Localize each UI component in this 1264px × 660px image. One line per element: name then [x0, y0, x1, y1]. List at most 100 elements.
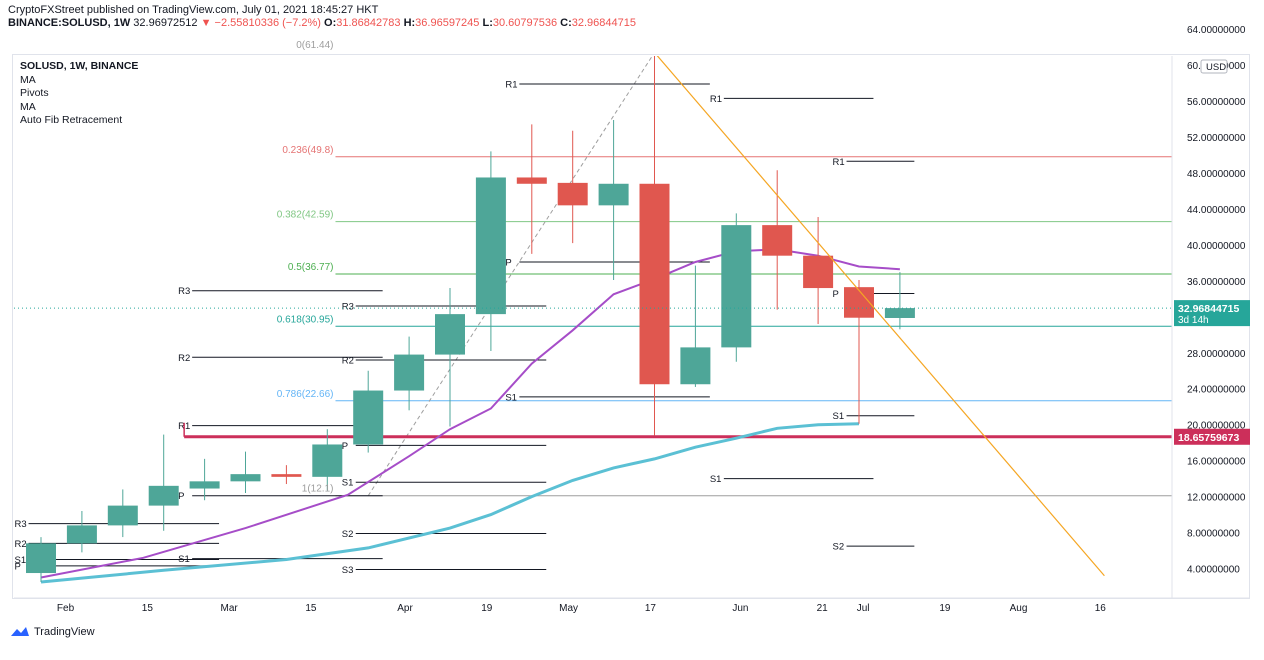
last-price-tag	[1174, 300, 1250, 327]
pivot-label: P	[505, 257, 511, 268]
legend-ma-1[interactable]: MA	[20, 73, 36, 86]
candle-body	[475, 177, 506, 315]
x-tick-label: 17	[645, 603, 657, 614]
pivot-label: S1	[505, 392, 517, 403]
y-tick-label: 12.00000000	[1187, 493, 1246, 504]
candle-body	[516, 177, 547, 184]
y-tick-label: 20.00000000	[1187, 421, 1246, 432]
y-tick-label: 56.00000000	[1187, 97, 1246, 108]
pivot-label: R1	[833, 157, 845, 168]
currency-button-label: USD	[1206, 62, 1226, 73]
low-label: L:	[482, 17, 493, 29]
y-tick-label: 40.00000000	[1187, 241, 1246, 252]
candle-body	[435, 314, 465, 355]
candle-body	[762, 225, 793, 256]
pivot-label: R3	[342, 302, 354, 313]
support-price-value: 18.65759673	[1178, 432, 1239, 444]
y-tick-label: 48.00000000	[1187, 169, 1246, 180]
candle-body	[107, 505, 138, 526]
candle-body	[394, 354, 425, 391]
close-value: 32.96844715	[571, 17, 636, 29]
fib-level-label: 1(12.1)	[302, 484, 334, 495]
y-tick-label: 52.00000000	[1187, 133, 1246, 144]
pivot-label: R3	[178, 286, 190, 297]
pivot-label: P	[833, 289, 839, 300]
candle-body	[230, 474, 261, 482]
legend-ma-2[interactable]: MA	[20, 100, 36, 113]
y-tick-label: 28.00000000	[1187, 349, 1246, 360]
pivot-label: R2	[833, 34, 845, 45]
currency-button[interactable]	[1200, 59, 1228, 74]
pivot-label: S1	[710, 474, 722, 485]
pivot-label: P	[342, 441, 348, 452]
pivot-label: S2	[833, 542, 845, 553]
x-tick-label: Aug	[1010, 603, 1028, 614]
y-tick-label: 36.00000000	[1187, 277, 1246, 288]
x-tick-label: May	[559, 603, 578, 614]
legend-pivots[interactable]: Pivots	[20, 87, 49, 100]
fib-level-label: 0.786(22.66)	[277, 389, 334, 400]
fib-level-label: 0(61.44)	[296, 40, 333, 51]
candle-body	[557, 182, 588, 206]
candle-body	[598, 183, 629, 206]
ma-slow-line	[40, 422, 860, 584]
tradingview-brand: TradingView	[34, 626, 95, 638]
indicator-legend: SOLUSD, 1W, BINANCE MA Pivots MA Auto Fi…	[20, 60, 138, 128]
y-tick-label: 44.00000000	[1187, 205, 1246, 216]
price-change: −2.55810336 (−7.2%)	[214, 17, 321, 29]
pivot-label: R2	[342, 355, 354, 366]
candle-body	[721, 225, 752, 348]
quote-line: BINANCE:SOLUSD, 1W 32.96972512 ▼ −2.5581…	[8, 17, 636, 30]
candle-body	[884, 308, 915, 318]
y-tick-label: 64.00000000	[1187, 25, 1246, 36]
pivot-label: R3	[15, 519, 27, 530]
candle-body	[66, 525, 97, 544]
pivot-label: S1	[15, 555, 27, 566]
last-price-value: 32.96844715	[1178, 303, 1239, 315]
candle-body	[26, 543, 56, 574]
y-tick-label: 8.00000000	[1187, 529, 1240, 540]
chart-header: CryptoFXStreet published on TradingView.…	[8, 4, 636, 30]
candle-body	[148, 485, 179, 506]
candle-body	[189, 481, 220, 489]
x-tick-label: Jun	[732, 603, 748, 614]
legend-auto-fib[interactable]: Auto Fib Retracement	[20, 114, 123, 127]
high-label: H:	[403, 17, 416, 29]
fib-level-label: 0.236(49.8)	[282, 145, 333, 156]
candle-body	[353, 390, 384, 445]
pivot-label: S2	[342, 529, 354, 540]
y-tick-label: 16.00000000	[1187, 457, 1246, 468]
pivot-label: R1	[710, 94, 722, 105]
pivot-label: R2	[15, 539, 27, 550]
candle-body	[639, 183, 670, 385]
candle-body	[271, 474, 302, 477]
bar-countdown: 3d 14h	[1178, 315, 1209, 326]
candle-body	[312, 444, 343, 477]
last-price: 32.96972512	[133, 17, 198, 29]
pivot-label: S1	[342, 478, 354, 489]
trend-line	[656, 56, 1105, 577]
y-tick-label: 4.00000000	[1187, 565, 1240, 576]
pivot-label: S1	[833, 411, 845, 422]
publisher-line: CryptoFXStreet published on TradingView.…	[8, 4, 379, 16]
legend-symbol[interactable]: SOLUSD, 1W, BINANCE	[20, 60, 139, 72]
symbol: BINANCE:SOLUSD, 1W	[8, 17, 131, 29]
candle-body	[803, 255, 834, 289]
fib-dashed-line	[367, 56, 653, 496]
x-tick-label: Feb	[57, 603, 75, 614]
x-tick-label: 19	[939, 603, 951, 614]
pivot-label: S1	[178, 554, 190, 565]
pivot-label: S3	[342, 565, 354, 576]
x-tick-label: 19	[481, 603, 493, 614]
plot-area: R3R2PS1R3R2R1PS1R3R2PS1S2S3R1PS1R1S1R2R1…	[14, 34, 1172, 584]
down-arrow-icon: ▼	[200, 17, 212, 29]
candle-body	[680, 347, 711, 385]
x-tick-label: 16	[1095, 603, 1107, 614]
x-tick-label: Mar	[221, 603, 239, 614]
pivot-label: R2	[178, 353, 190, 364]
x-tick-label: 21	[817, 603, 829, 614]
open-label: O:	[324, 17, 337, 29]
support-price-tag	[1174, 428, 1250, 445]
pivot-label: P	[15, 561, 21, 572]
